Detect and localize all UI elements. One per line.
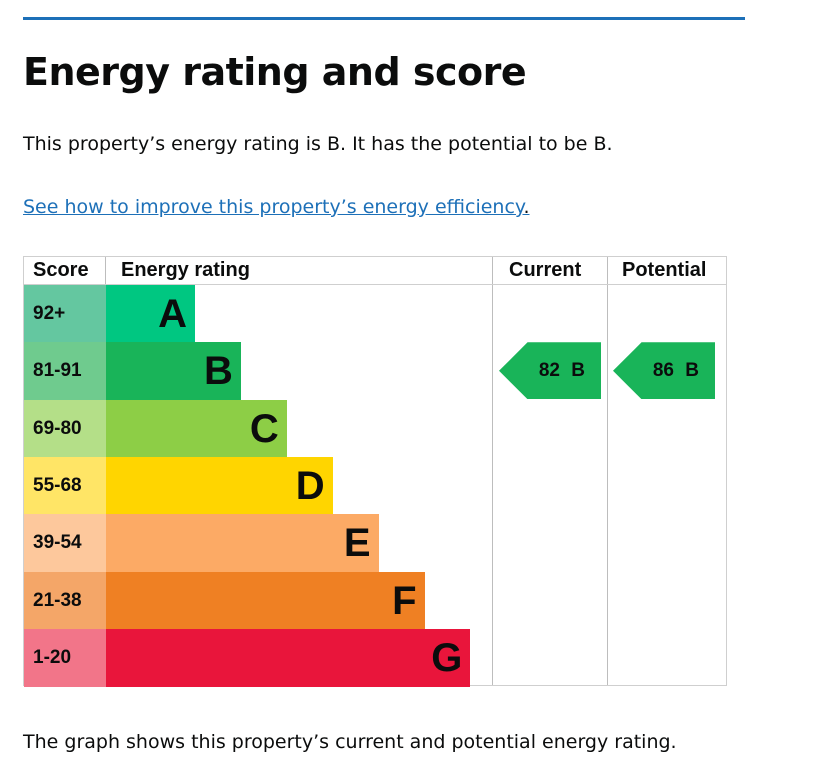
band-bar-c: C: [106, 399, 287, 458]
column-divider: [607, 257, 608, 685]
band-score-range: 39-54: [24, 514, 106, 573]
band-score-range: 69-80: [24, 399, 106, 458]
graph-description: The graph shows this property’s current …: [23, 731, 677, 753]
band-score-range: 55-68: [24, 456, 106, 515]
header-current: Current: [509, 259, 582, 281]
band-bar-b: B: [106, 342, 241, 401]
page-title: Energy rating and score: [23, 50, 527, 94]
band-score-range: 92+: [24, 285, 106, 343]
rating-summary: This property’s energy rating is B. It h…: [23, 133, 613, 155]
improve-efficiency-link-wrap: See how to improve this property’s energ…: [23, 196, 530, 218]
band-row-d: 55-68 D: [24, 456, 726, 515]
link-suffix: .: [523, 196, 530, 218]
header-score: Score: [33, 259, 89, 281]
band-row-e: 39-54 E: [24, 514, 726, 573]
band-row-f: 21-38 F: [24, 571, 726, 630]
header-potential: Potential: [622, 259, 707, 281]
section-divider: [23, 17, 745, 20]
band-row-c: 69-80 C: [24, 399, 726, 458]
energy-rating-chart: Score Energy rating Current Potential 92…: [23, 256, 727, 687]
header-divider: [24, 284, 726, 285]
band-row-g: 1-20 G: [24, 628, 726, 687]
column-divider: [492, 257, 493, 685]
band-bar-g: G: [106, 628, 471, 687]
band-row-a: 92+ A: [24, 285, 726, 343]
band-bar-f: F: [106, 571, 425, 630]
improve-efficiency-link[interactable]: See how to improve this property’s energ…: [23, 196, 524, 218]
band-score-range: 21-38: [24, 571, 106, 630]
band-bar-d: D: [106, 456, 333, 515]
band-bar-e: E: [106, 514, 379, 573]
band-score-range: 81-91: [24, 342, 106, 401]
band-score-range: 1-20: [24, 628, 106, 687]
header-energy-rating: Energy rating: [121, 259, 250, 281]
band-row-b: 81-91 B: [24, 342, 726, 401]
band-bar-a: A: [106, 285, 195, 343]
